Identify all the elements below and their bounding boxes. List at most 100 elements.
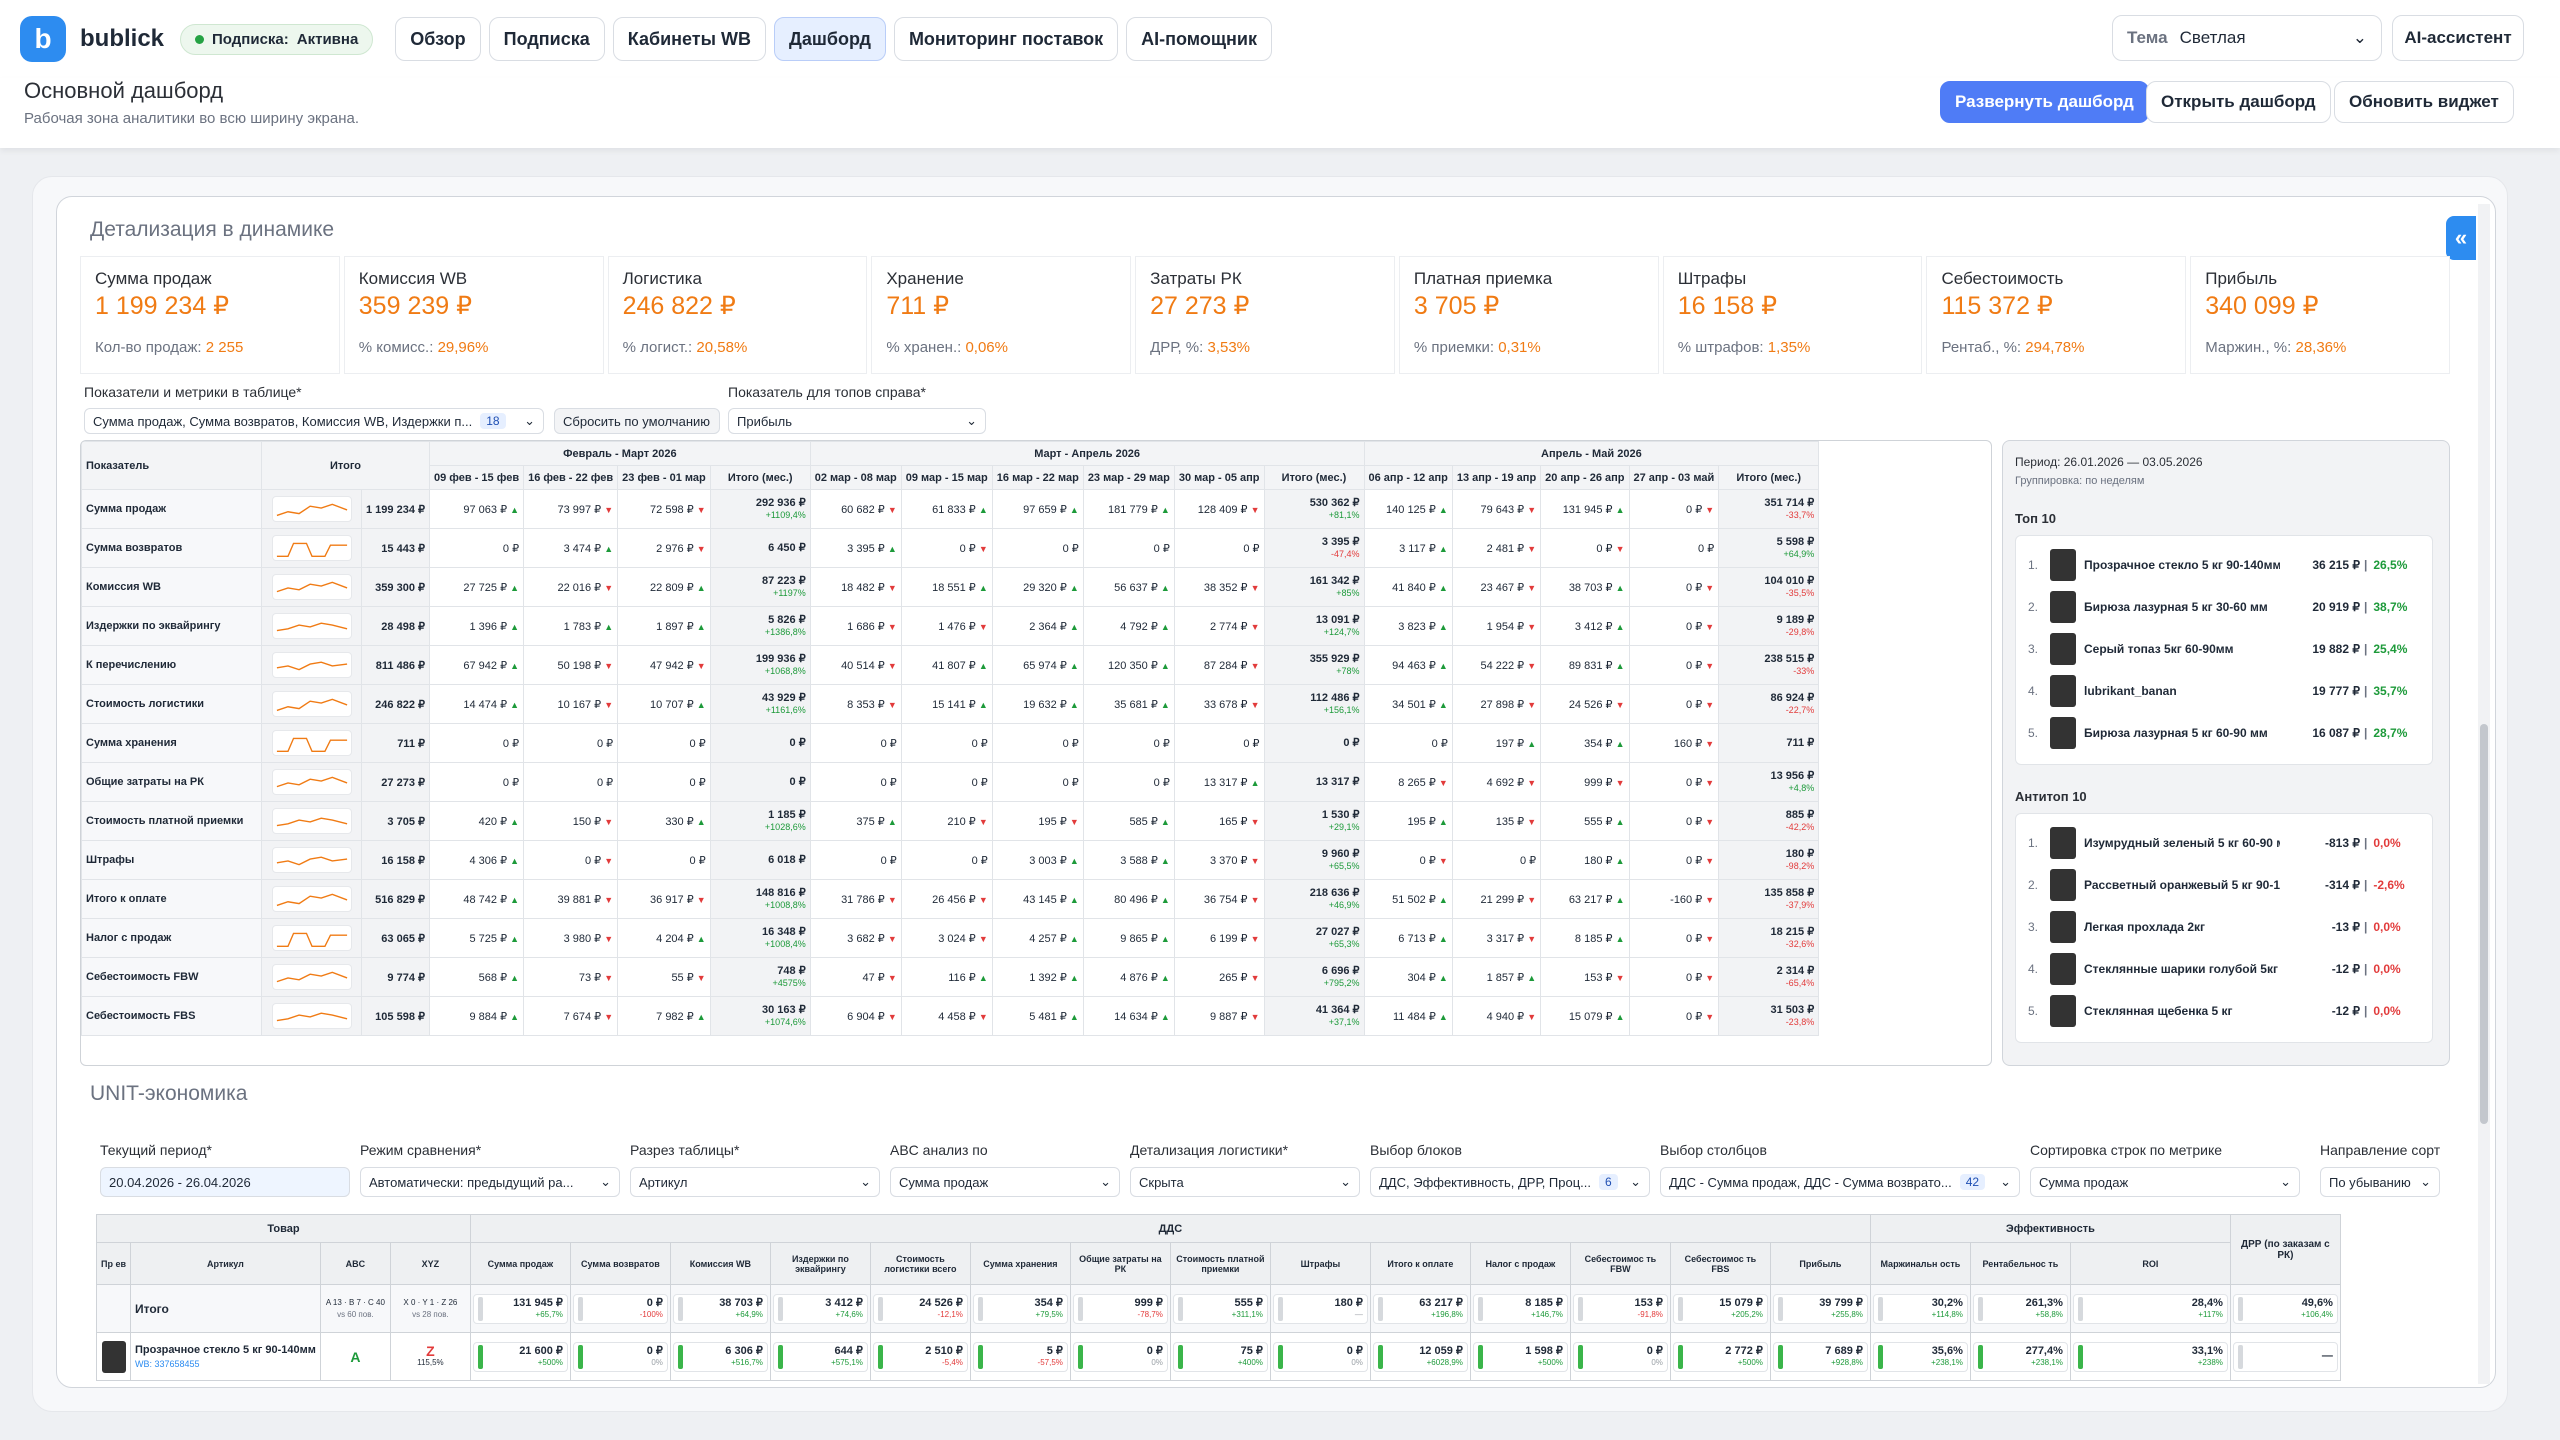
nav-tab[interactable]: AI-помощник [1126,17,1273,61]
week-header[interactable]: 23 фев - 01 мар [617,465,711,490]
unit-col-header[interactable]: Пр ев [96,1242,131,1285]
table-row[interactable]: Стоимость платной приемки 3 705 ₽420 ₽ ▲ 1… [81,801,1820,841]
table-row[interactable]: Сумма возвратов 15 443 ₽0 ₽3 474 ₽ ▲ 2 976… [81,528,1820,568]
unit-col-header[interactable]: Маржинальн ость [1869,1242,1971,1285]
top-list-item[interactable]: 3. Серый топаз 5кг 60-90мм 19 882 ₽ | 25,4… [2016,628,2416,670]
unit-col-header[interactable]: Общие затраты на РК [1069,1242,1171,1285]
week-header[interactable]: Итого (мес.) [1718,465,1820,490]
top-list-item[interactable]: 4. lubrikant_banan 19 777 ₽ | 35,7% [2016,670,2416,712]
week-header[interactable]: 13 апр - 19 апр [1451,465,1542,490]
week-header[interactable]: 30 мар - 05 апр [1173,465,1265,490]
week-header[interactable]: 09 фев - 15 фев [428,465,525,490]
unit-col-header[interactable]: Издержки по эквайрингу [769,1242,871,1285]
arrow-down-icon: ▼ [696,504,706,515]
unit-col-header[interactable]: Налог с продаж [1469,1242,1571,1285]
unit-item-row[interactable]: Прозрачное стекло 5 кг 90-140мм WB: 33765… [96,1332,2341,1381]
unit-col-header[interactable]: XYZ [389,1242,471,1285]
week-header[interactable]: 16 фев - 22 фев [523,465,619,490]
unit-col-header[interactable]: Сумма возвратов [569,1242,671,1285]
unit-filter-select[interactable]: ДДС, Эффективность, ДРР, Проц... 6 ⌄ [1370,1167,1650,1197]
week-header[interactable]: 27 апр - 03 май [1628,465,1720,490]
unit-col-header[interactable]: Штрафы [1269,1242,1371,1285]
refresh-widget-button[interactable]: Обновить виджет [2334,81,2514,123]
item-name[interactable]: Прозрачное стекло 5 кг 90-140мм [135,1343,316,1356]
unit-filter-select[interactable]: Скрыта ⌄ [1130,1167,1360,1197]
metrics-select[interactable]: Сумма продаж, Сумма возвратов, Комиссия … [84,408,544,434]
unit-col-header[interactable]: Итого к оплате [1369,1242,1471,1285]
ai-assistant-button[interactable]: AI-ассистент [2392,15,2524,61]
week-header[interactable]: 09 мар - 15 мар [900,465,993,490]
reset-default-button[interactable]: Сбросить по умолчанию [554,408,720,434]
unit-col-header[interactable]: ROI [2069,1242,2231,1285]
top-list-item[interactable]: 2. Рассветный оранжевый 5 кг 90-140 мм -31… [2016,864,2416,906]
table-row[interactable]: К перечислению 811 486 ₽67 942 ₽ ▲ 50 198 … [81,645,1820,685]
unit-filter-select[interactable]: ДДС - Сумма продаж, ДДС - Сумма возврато… [1660,1167,2020,1197]
top-list-item[interactable]: 3. Легкая прохлада 2кг -13 ₽ | 0,0% [2016,906,2416,948]
xyz-letter: Z [426,1342,435,1359]
unit-filter-select[interactable]: Автоматически: предыдущий ра... ⌄ [360,1167,620,1197]
antitop10-list[interactable]: 1. Изумрудный зеленый 5 кг 60-90 мм -813 ₽… [2015,813,2433,1043]
unit-table[interactable]: Товар ДДС Эффективность ДРР (по заказам с Р… [96,1214,2434,1386]
top-list-item[interactable]: 2. Бирюза лазурная 5 кг 30-60 мм 20 919 ₽ … [2016,586,2416,628]
nav-tab[interactable]: Подписка [488,17,605,61]
unit-col-header[interactable]: Прибыль [1769,1242,1871,1285]
week-header[interactable]: 02 мар - 08 мар [809,465,902,490]
nav-tab[interactable]: Мониторинг поставок [893,17,1119,61]
week-header[interactable]: Итого (мес.) [709,465,811,490]
week-header[interactable]: 23 мар - 29 мар [1082,465,1175,490]
week-header[interactable]: 06 апр - 12 апр [1363,465,1453,490]
item-wb-id[interactable]: WB: 337658455 [135,1358,200,1369]
vertical-scrollbar[interactable] [2478,204,2490,1384]
unit-col-header[interactable]: Стоимость платной приемки [1169,1242,1271,1285]
dynamics-table[interactable]: Показатель Итого Февраль - Март 2026 Март -… [80,440,1992,1066]
collapse-panel-icon[interactable]: « [2446,216,2476,260]
unit-col-header[interactable]: ABC [319,1242,391,1285]
top10-list[interactable]: 1. Прозрачное стекло 5 кг 90-140мм 36 215 … [2015,535,2433,765]
table-row[interactable]: Комиссия WB 359 300 ₽27 725 ₽ ▲ 22 016 ₽ ▼… [81,567,1820,607]
week-header[interactable]: Итого (мес.) [1263,465,1365,490]
top-list-item[interactable]: 4. Стеклянные шарики голубой 5кг -12 ₽ | 0… [2016,948,2416,990]
top-list-item[interactable]: 5. Стеклянная щебенка 5 кг -12 ₽ | 0,0% [2016,990,2416,1032]
week-header[interactable]: 16 мар - 22 мар [991,465,1084,490]
unit-col-header[interactable]: Артикул [130,1242,321,1285]
table-row[interactable]: Сумма продаж 1 199 234 ₽97 063 ₽ ▲ 73 997 … [81,489,1820,529]
top-list-item[interactable]: 1. Прозрачное стекло 5 кг 90-140мм 36 215 … [2016,544,2416,586]
cell-value: 51 502 ₽ [1392,893,1436,906]
expand-dashboard-button[interactable]: Развернуть дашборд [1940,81,2149,123]
top-list-item[interactable]: 5. Бирюза лазурная 5 кг 60-90 мм 16 087 ₽ … [2016,712,2416,754]
tops-metric-select[interactable]: Прибыль ⌄ [728,408,986,434]
unit-filter-select[interactable]: Сумма продаж ⌄ [890,1167,1120,1197]
theme-select[interactable]: Тема Светлая ⌄ [2112,15,2382,61]
table-row[interactable]: Стоимость логистики 246 822 ₽14 474 ₽ ▲ 10… [81,684,1820,724]
table-row[interactable]: Сумма хранения 711 ₽ 0 ₽ 0 ₽ 0 ₽ 0 ₽ 0 ₽ 0 ₽ 0 ₽… [81,723,1820,763]
scrollbar-thumb[interactable] [2480,724,2488,1124]
table-row[interactable]: Общие затраты на РК 27 273 ₽0 ₽0 ₽0 ₽0 ₽0… [81,762,1820,802]
unit-filter-select[interactable]: 20.04.2026 - 26.04.2026 [100,1167,350,1197]
unit-col-header[interactable]: Рентабельнос ть [1969,1242,2071,1285]
table-row[interactable]: Налог с продаж 63 065 ₽5 725 ₽ ▲ 3 980 ₽ ▼… [81,918,1820,958]
nav-tab[interactable]: Кабинеты WB [612,17,766,61]
unit-col-header[interactable]: Стоимость логистики всего [869,1242,971,1285]
unit-col-header[interactable]: Сумма хранения [969,1242,1071,1285]
top-list-item[interactable]: 1. Изумрудный зеленый 5 кг 60-90 мм -813 ₽… [2016,822,2416,864]
table-row[interactable]: Себестоимость FBW 9 774 ₽568 ₽ ▲ 73 ₽ ▼ 55 … [81,957,1820,997]
arrow-up-icon: ▲ [1438,621,1448,632]
week-header[interactable]: 20 апр - 26 апр [1540,465,1630,490]
table-row[interactable]: Издержки по эквайрингу 28 498 ₽1 396 ₽ ▲ 1… [81,606,1820,646]
cell-value: 0 ₽ [1686,932,1703,945]
cell-value: 0 ₽ [1062,542,1079,555]
open-dashboard-button[interactable]: Открыть дашборд [2146,81,2331,123]
nav-tab[interactable]: Обзор [395,17,481,61]
nav-tab[interactable]: Дашборд [774,17,886,61]
table-row[interactable]: Итого к оплате 516 829 ₽48 742 ₽ ▲ 39 881 … [81,879,1820,919]
unit-filter-select[interactable]: Сумма продаж ⌄ [2030,1167,2300,1197]
unit-col-header[interactable]: Сумма продаж [469,1242,571,1285]
table-row[interactable]: Штрафы 16 158 ₽4 306 ₽ ▲ 0 ₽ ▼ 0 ₽6 018 ₽0 … [81,840,1820,880]
unit-col-header[interactable]: Себестоимос ть FBS [1669,1242,1771,1285]
unit-col-header[interactable]: Комиссия WB [669,1242,771,1285]
unit-col-header[interactable]: Себестоимос ть FBW [1569,1242,1671,1285]
unit-filter-select[interactable]: Артикул ⌄ [630,1167,880,1197]
brand-logo[interactable]: b [20,16,66,62]
table-row[interactable]: Себестоимость FBS 105 598 ₽9 884 ₽ ▲ 7 674… [81,996,1820,1036]
unit-filter-select[interactable]: По убыванию ⌄ [2320,1167,2440,1197]
